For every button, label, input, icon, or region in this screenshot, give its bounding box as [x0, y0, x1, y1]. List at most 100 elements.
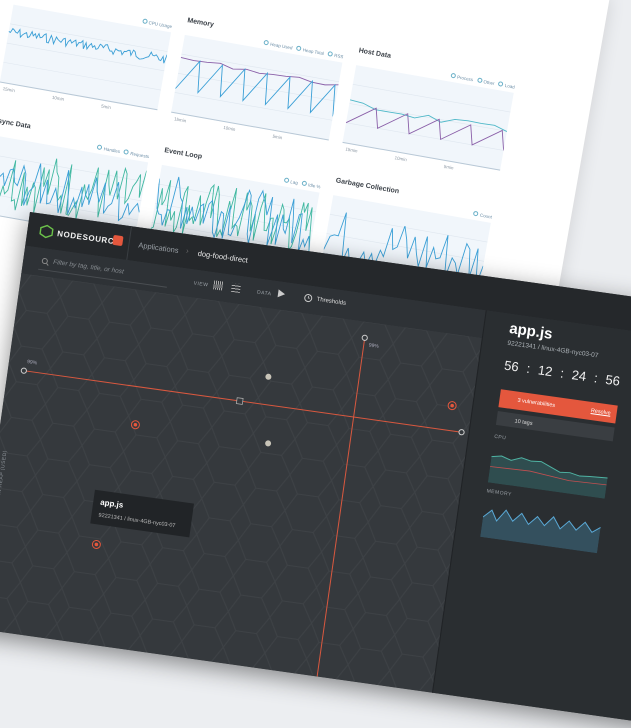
grid-line — [0, 172, 142, 202]
threshold-handle[interactable] — [458, 429, 465, 436]
play-icon[interactable] — [276, 288, 286, 299]
x-tick-label: 5min — [100, 103, 112, 111]
legend-entry: Handles — [97, 144, 121, 154]
logo-icon — [39, 224, 54, 239]
process-dot-alert[interactable] — [447, 401, 457, 411]
threshold-label: 99% — [368, 342, 379, 349]
x-tick-label: 15min — [173, 116, 187, 124]
mini-chart — [345, 83, 511, 151]
sparkline — [349, 99, 508, 132]
center-handle[interactable] — [235, 397, 244, 405]
card-title: Event Loop — [163, 147, 203, 161]
search-placeholder: Filter by tag, title, or host — [52, 258, 125, 276]
grid-line — [181, 53, 340, 83]
tooltip-title: app.js — [100, 498, 125, 510]
dashboard-board: CPU Usage 15min 10min 5min Memory Heap Used He… — [0, 0, 610, 550]
view-label: VIEW — [193, 280, 209, 289]
sparkline — [0, 151, 148, 220]
brand: NODESOURCE — [56, 229, 121, 247]
sparkline — [0, 157, 140, 222]
grid-line — [352, 83, 511, 113]
grid-line — [329, 213, 488, 243]
uptime-separator: : — [593, 370, 599, 386]
sparkline — [345, 107, 505, 151]
grid-line — [0, 153, 145, 182]
card-title: Host Data — [358, 47, 392, 60]
memory-sparkline — [480, 509, 601, 554]
process-dot[interactable] — [265, 373, 272, 380]
plot-area — [171, 34, 343, 141]
clock-icon — [304, 294, 313, 303]
mini-chart — [0, 151, 148, 222]
threshold-label: 99% — [27, 359, 38, 366]
cpu-sparkline — [487, 455, 608, 499]
grid-line — [178, 72, 336, 102]
sparkline — [180, 56, 339, 86]
app-title: app.js — [508, 319, 554, 343]
plot-area — [148, 164, 320, 271]
x-tick-label: 15min — [345, 146, 358, 154]
card-title: Garbage Collection — [335, 177, 400, 196]
resolve-button[interactable]: Resolve — [590, 408, 611, 417]
legend-entry: Requests — [124, 149, 150, 159]
grid-line — [326, 233, 485, 262]
thresholds-button[interactable]: Thresholds — [316, 296, 347, 307]
app-window: NODESOURCE Applications › dog-food-direc… — [0, 212, 631, 728]
process-dot-alert — [450, 403, 454, 408]
legend-entry: Count — [473, 211, 493, 220]
view-list-icon[interactable] — [230, 282, 242, 293]
app-subtitle: 92221341 / linux-4GB-nyc03-07 — [506, 339, 599, 360]
plot-area — [0, 134, 149, 241]
uptime-separator: : — [525, 360, 532, 377]
screenshot: CPU Usage 15min 10min 5min Memory Heap Used He… — [0, 0, 631, 522]
x-tick-label: 15min — [2, 86, 16, 94]
grid-line — [158, 183, 317, 213]
grid-line — [6, 42, 165, 72]
legend-entry: Other — [477, 77, 495, 86]
chart-card: Memory Heap Used Heap Total RSS 15min 10min 5m… — [167, 17, 346, 165]
uptime: 56 : 12 : 24 : 56 — [503, 358, 621, 389]
menu-badge[interactable] — [112, 234, 124, 247]
nav-bar: NODESOURCE Applications › dog-food-direc… — [25, 212, 631, 346]
x-tick-label: 10min — [222, 124, 236, 133]
card-title: Memory — [186, 17, 215, 29]
sparkline — [175, 60, 336, 117]
mini-chart — [174, 53, 340, 121]
threshold-handle[interactable] — [20, 367, 27, 374]
grid-line — [151, 222, 310, 251]
view-hex-icon[interactable] — [213, 280, 224, 291]
threshold-handle[interactable] — [361, 334, 368, 341]
memory-label: MEMORY — [486, 488, 513, 498]
grid-line — [174, 92, 333, 121]
grid-line — [349, 103, 508, 132]
x-tick-label: 10min — [51, 94, 65, 102]
uptime-value: 12 — [537, 362, 554, 380]
grid-line — [10, 23, 168, 52]
chart-card: CPU Usage 15min 10min 5min — [0, 0, 174, 135]
uptime-value: 56 — [604, 371, 621, 389]
legend-entry: RSS — [327, 51, 344, 60]
plot-area — [0, 4, 172, 111]
mini-chart — [150, 176, 317, 254]
process-dot-alert[interactable] — [130, 420, 140, 430]
hex-grid — [0, 273, 482, 693]
sparkline — [8, 27, 168, 64]
card-title: Async Data — [0, 116, 32, 131]
legend-entry: Process — [450, 73, 474, 83]
x-tick-label: 10min — [394, 155, 408, 163]
legend: Count — [473, 211, 493, 220]
tags-count: 10 tags — [514, 418, 533, 427]
vulnerability-count: 3 vulnerabilities — [517, 397, 556, 409]
process-dot[interactable] — [265, 440, 272, 447]
breadcrumb-current: dog-food-direct — [197, 248, 249, 265]
plot-area — [342, 65, 514, 171]
sparkline — [156, 176, 310, 252]
legend-entry: Lag — [284, 177, 299, 185]
x-tick-label: 5min — [443, 163, 454, 171]
data-label: DATA — [256, 289, 272, 298]
search-box[interactable]: Filter by tag, title, or host — [38, 253, 170, 288]
plot: MEMORY IN HEAP (USED) 99% 99% app.js 922… — [0, 273, 482, 693]
grid-line — [345, 122, 504, 151]
breadcrumb-separator: › — [185, 246, 190, 256]
breadcrumb-link[interactable]: Applications — [137, 240, 180, 256]
